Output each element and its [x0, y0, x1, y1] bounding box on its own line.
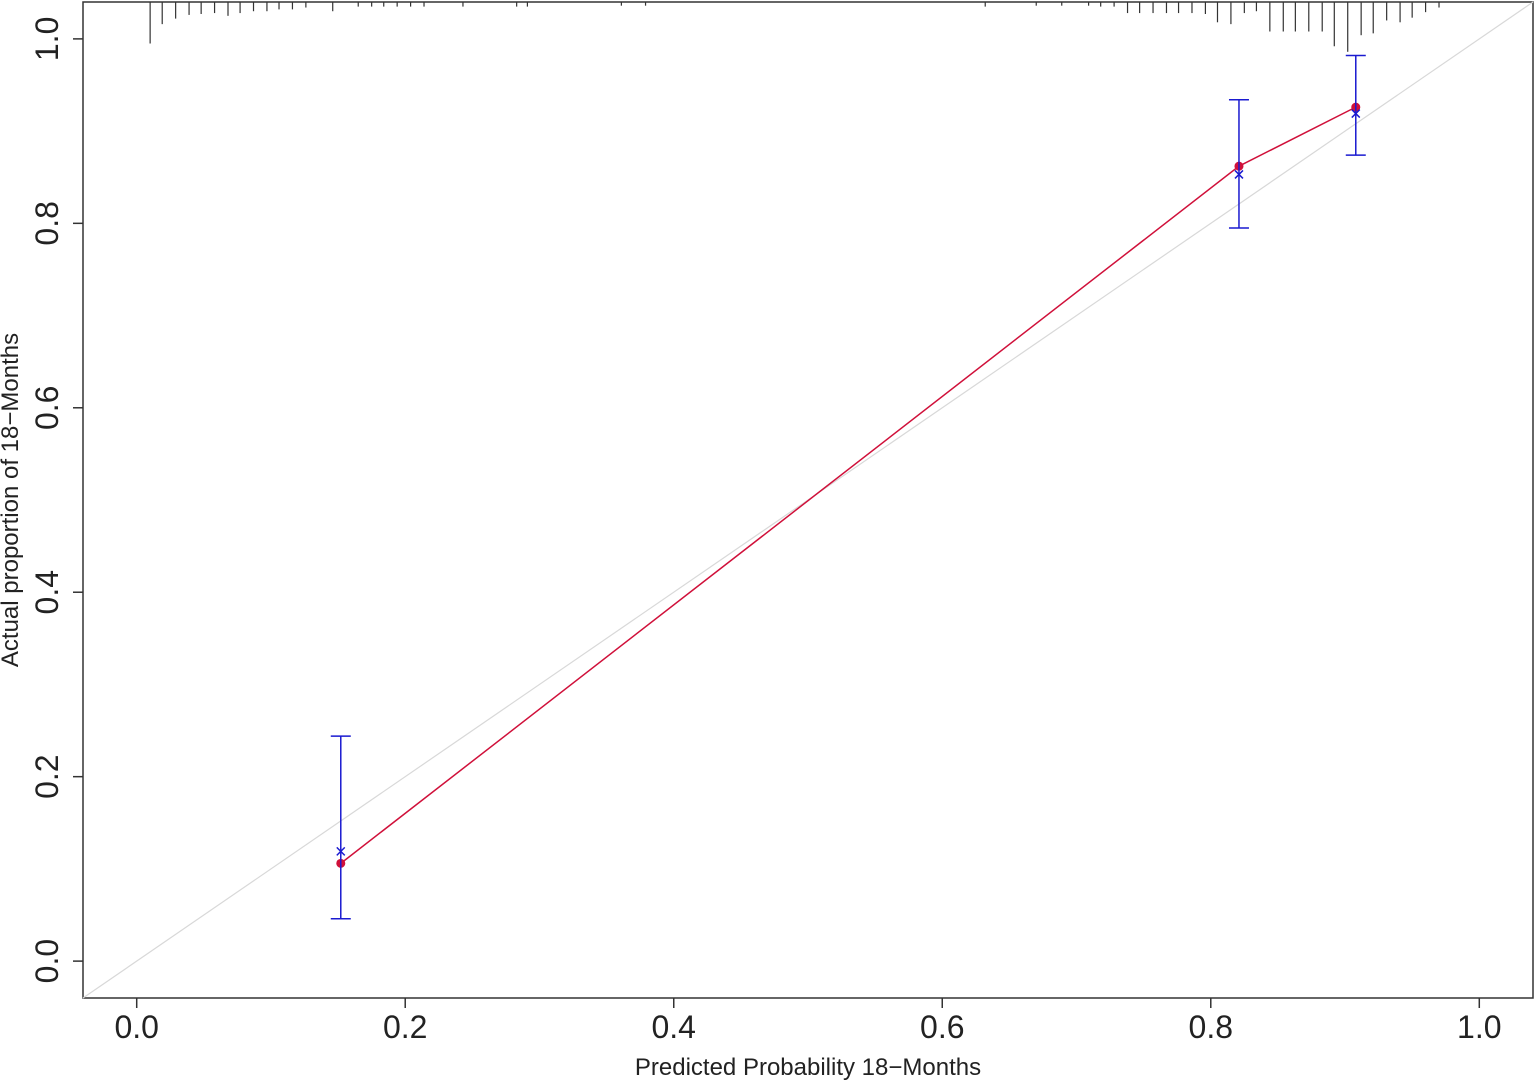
x-tick-label: 0.2	[383, 1009, 427, 1045]
y-tick-label: 0.2	[29, 754, 65, 798]
predicted-point	[336, 846, 346, 856]
predicted-point	[1351, 109, 1361, 119]
x-tick-label: 0.0	[114, 1009, 158, 1045]
y-tick-label: 0.8	[29, 201, 65, 245]
plot-frame	[82, 1, 1534, 999]
x-tick-label: 0.6	[920, 1009, 964, 1045]
y-tick-label: 0.0	[29, 939, 65, 983]
x-tick-label: 0.4	[651, 1009, 695, 1045]
x-tick-label: 0.8	[1189, 1009, 1233, 1045]
calibration-line	[340, 106, 1357, 864]
x-axis-title: Predicted Probability 18−Months	[635, 1054, 981, 1081]
y-tick-label: 1.0	[29, 17, 65, 61]
y-tick-label: 0.4	[29, 570, 65, 614]
predicted-point	[1234, 169, 1244, 179]
y-axis-title: Actual proportion of 18−Months	[0, 333, 24, 667]
y-tick-label: 0.6	[29, 386, 65, 430]
x-tick-label: 1.0	[1457, 1009, 1501, 1045]
